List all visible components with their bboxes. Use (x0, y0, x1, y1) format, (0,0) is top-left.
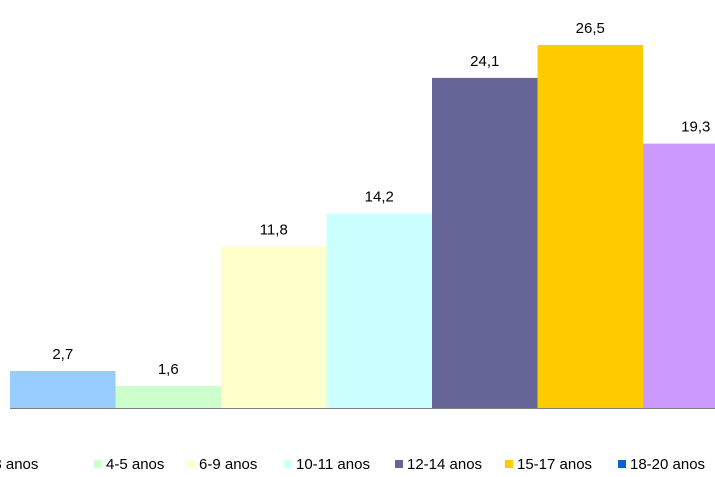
value-label: 24,1 (470, 53, 499, 70)
bar-6-9-anos (221, 246, 327, 408)
legend-label: 4-5 anos (106, 456, 164, 473)
legend-swatch (395, 460, 403, 468)
bar-15-17-anos (537, 45, 643, 408)
bar-12-14-anos (432, 77, 538, 408)
bar-10-11-anos (326, 213, 432, 408)
value-label: 11,8 (260, 221, 288, 238)
legend-label: 18-20 anos (630, 456, 705, 473)
value-labels-layer: 2,7 1,6 11,8 14,2 24,1 26,5 19,3 (52, 20, 710, 378)
value-label: 1,6 (158, 361, 179, 378)
legend: 0-3 anos 4-5 anos 6-9 anos 10-11 anos 12-14 … (0, 456, 705, 473)
value-label: 26,5 (576, 20, 605, 37)
bar-18-20-anos (643, 143, 715, 409)
bar-4-5-anos (115, 386, 221, 408)
legend-label: 6-9 anos (199, 456, 257, 473)
bar-0-3-anos (10, 371, 116, 408)
legend-swatch (284, 460, 292, 468)
legend-label: 10-11 anos (296, 456, 370, 473)
value-label: 14,2 (365, 188, 394, 205)
bars-layer (10, 45, 715, 409)
value-label: 2,7 (52, 346, 73, 363)
legend-label: 15-17 anos (517, 456, 592, 473)
legend-swatch (618, 460, 626, 468)
legend-swatch (94, 460, 102, 468)
legend-swatch (505, 460, 513, 468)
legend-label: 0-3 anos (0, 456, 38, 473)
legend-swatch (187, 460, 195, 468)
value-label: 19,3 (681, 119, 710, 136)
legend-label: 12-14 anos (407, 456, 482, 473)
